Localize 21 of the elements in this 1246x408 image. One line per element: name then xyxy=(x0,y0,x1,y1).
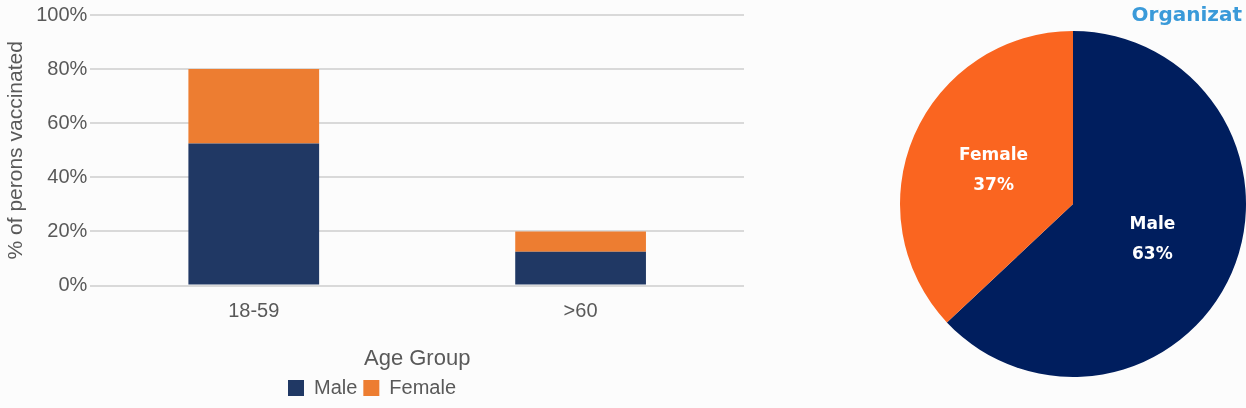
y-tick-label: 0% xyxy=(58,273,88,296)
slice-label: Female xyxy=(959,144,1029,165)
y-tick-label: 80% xyxy=(47,56,88,79)
bar xyxy=(188,143,320,285)
x-axis-title: Age Group xyxy=(363,344,471,370)
legend-label: Female xyxy=(389,375,457,398)
y-tick-label: 60% xyxy=(47,110,88,133)
bar xyxy=(515,251,646,285)
chart-title: Organizat xyxy=(1131,2,1242,26)
x-tick-label: 18-59 xyxy=(228,299,280,322)
bar xyxy=(188,69,320,144)
data-label: 63% xyxy=(1132,242,1173,263)
slice-label: Male xyxy=(1129,212,1176,233)
data-label: 37% xyxy=(973,174,1014,195)
y-axis-title: % of perons vaccinated xyxy=(3,41,27,260)
x-tick-label: >60 xyxy=(563,299,598,322)
bar xyxy=(515,231,646,252)
y-tick-label: 100% xyxy=(36,2,88,25)
legend-label: Male xyxy=(313,375,358,398)
y-tick-label: 40% xyxy=(47,164,88,187)
y-tick-label: 20% xyxy=(47,219,88,241)
